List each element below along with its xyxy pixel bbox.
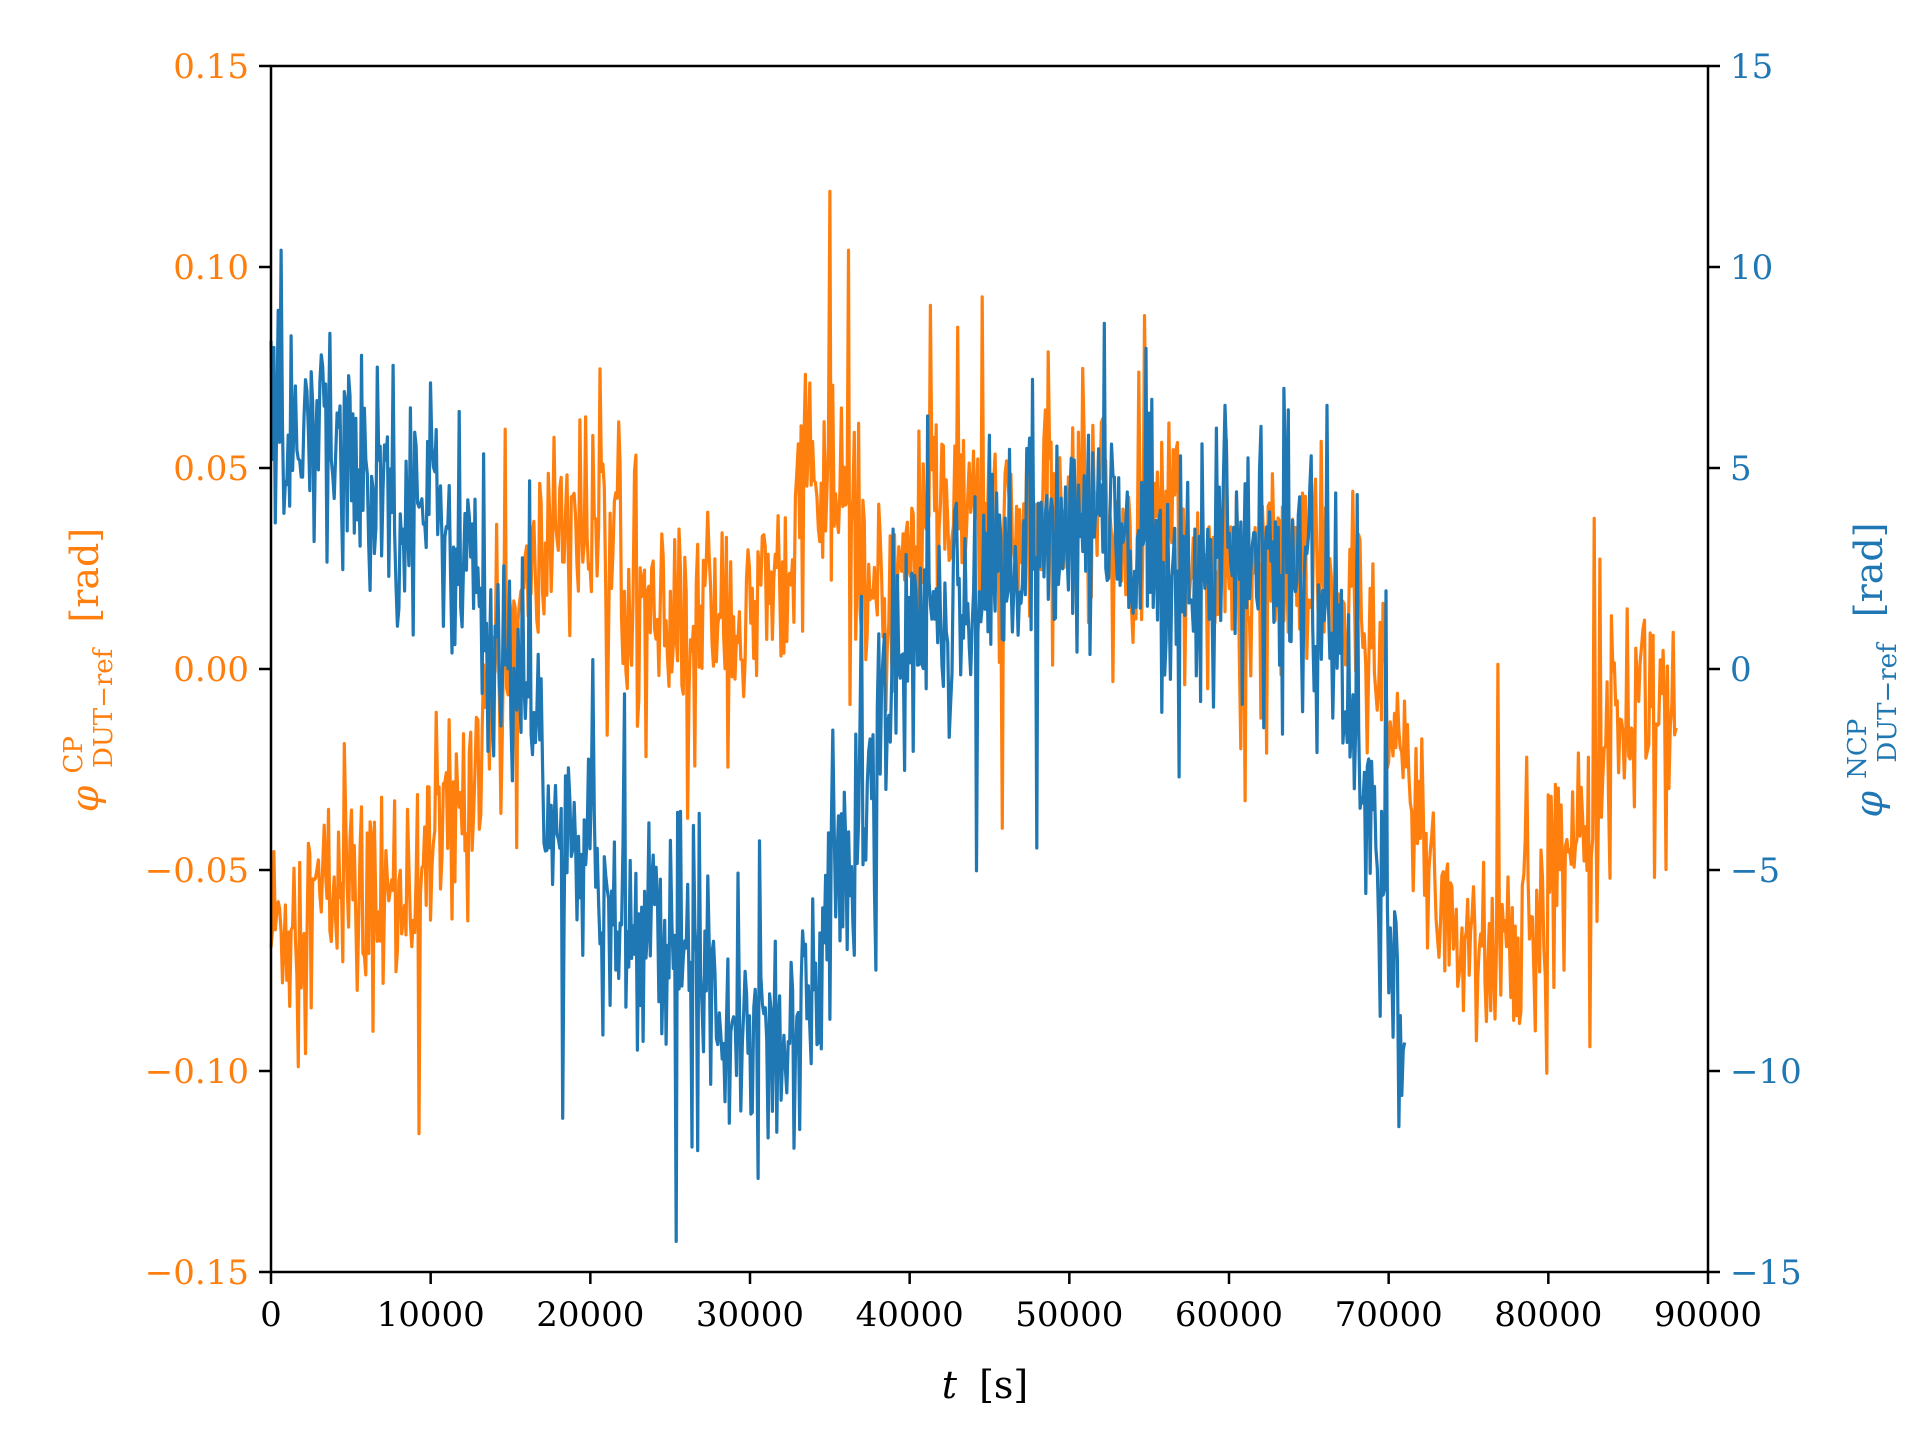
x-axis-variable: t xyxy=(942,1363,958,1407)
x-tick-label: 10000 xyxy=(377,1295,485,1335)
x-tick-label: 20000 xyxy=(536,1295,644,1335)
cp-series-line xyxy=(269,189,1678,1136)
y-right-axis-label: φ NCP DUT−ref [rad] xyxy=(1831,522,1905,817)
y-left-subscript: DUT−ref xyxy=(89,646,119,768)
y-left-superscript: CP xyxy=(59,736,89,773)
x-tick-label: 80000 xyxy=(1494,1295,1602,1335)
y-right-tick-label: −5 xyxy=(1730,851,1780,891)
y-left-tick-label: 0.00 xyxy=(173,650,249,690)
y-right-tick-label: 10 xyxy=(1730,248,1773,288)
y-right-axis-ticks: −15 −10 −5 0 5 10 15 xyxy=(1708,47,1802,1293)
y-left-tick-label: 0.10 xyxy=(173,248,249,288)
y-left-axis-ticks: −0.15 −0.10 −0.05 0.00 0.05 0.10 0.15 xyxy=(145,47,271,1293)
ncp-series-layer xyxy=(269,248,1407,1243)
y-right-tick-label: −10 xyxy=(1730,1052,1802,1092)
x-tick-label: 0 xyxy=(260,1295,282,1335)
y-right-symbol: φ xyxy=(1847,791,1891,818)
y-right-tick-label: 5 xyxy=(1730,449,1752,489)
x-axis-unit: [s] xyxy=(979,1363,1028,1407)
y-left-tick-label: 0.15 xyxy=(173,47,249,87)
x-tick-label: 40000 xyxy=(856,1295,964,1335)
ncp-series-line xyxy=(269,248,1407,1243)
y-left-tick-label: −0.10 xyxy=(145,1052,249,1092)
x-tick-label: 50000 xyxy=(1015,1295,1123,1335)
y-left-tick-label: −0.15 xyxy=(145,1253,249,1293)
y-left-unit: [rad] xyxy=(63,528,107,623)
x-tick-label: 70000 xyxy=(1335,1295,1443,1335)
y-left-symbol: φ xyxy=(63,785,107,812)
y-right-subscript: DUT−ref xyxy=(1873,641,1903,763)
y-left-tick-label: 0.05 xyxy=(173,449,249,489)
x-tick-label: 90000 xyxy=(1654,1295,1762,1335)
y-right-unit: [rad] xyxy=(1847,522,1891,617)
x-tick-label: 60000 xyxy=(1175,1295,1283,1335)
y-right-tick-label: 0 xyxy=(1730,650,1752,690)
y-left-axis-label: φ CP DUT−ref [rad] xyxy=(47,528,121,812)
y-right-superscript: NCP xyxy=(1843,719,1873,779)
cp-series-layer xyxy=(269,189,1678,1136)
x-axis-label: t [s] xyxy=(942,1363,1029,1407)
x-tick-label: 30000 xyxy=(696,1295,804,1335)
x-axis-ticks: 0 10000 20000 30000 40000 50000 60000 70000 8000… xyxy=(260,1272,1762,1335)
y-left-tick-label: −0.05 xyxy=(145,851,249,891)
y-right-tick-label: −15 xyxy=(1730,1253,1802,1293)
y-right-tick-label: 15 xyxy=(1730,47,1773,87)
